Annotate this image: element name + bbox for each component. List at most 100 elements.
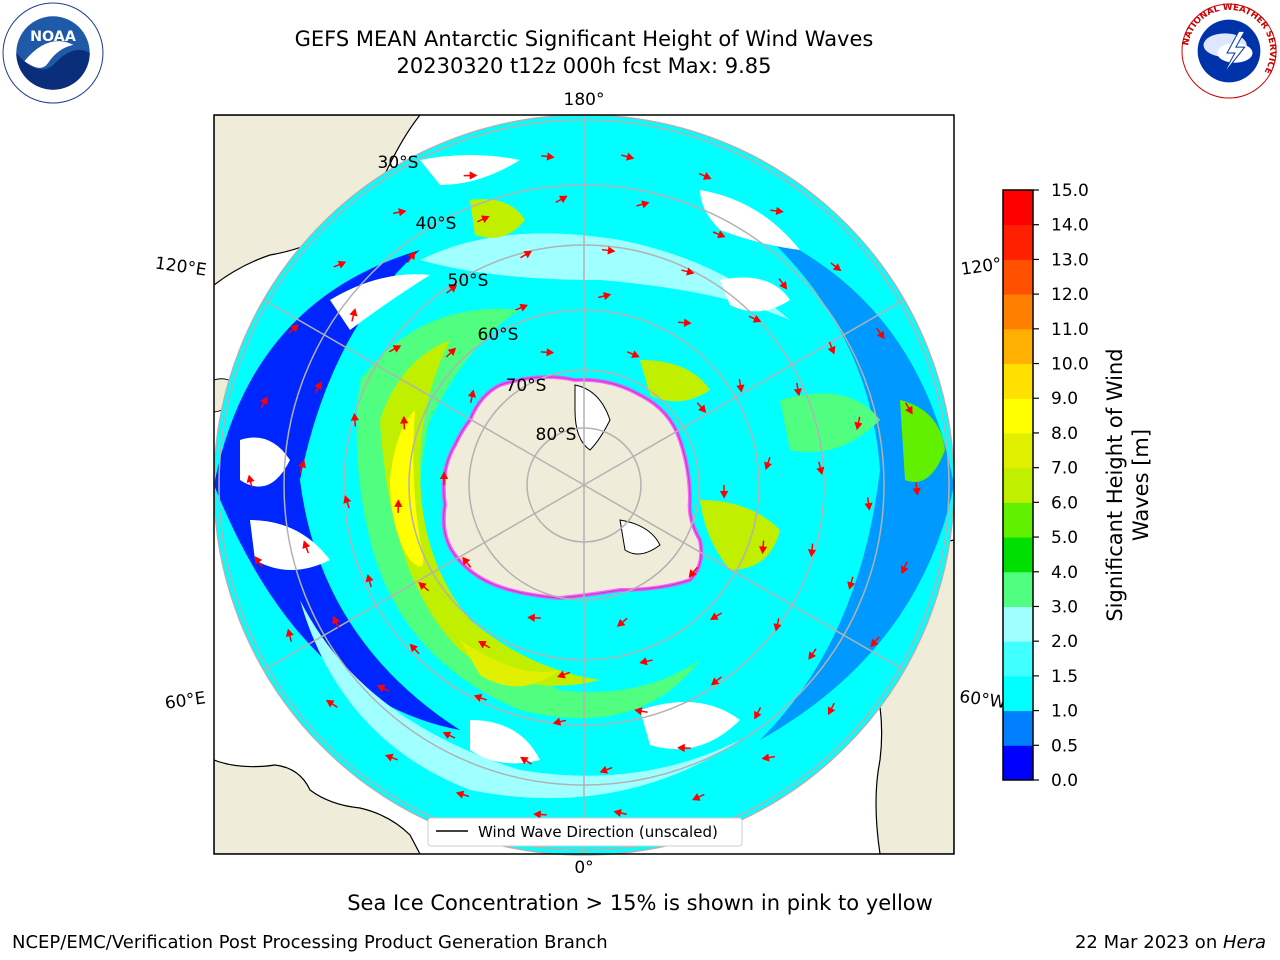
wind-arrow-head [523, 250, 533, 259]
lon-label-60w: 60°W [958, 687, 1007, 713]
wind-arrow-head [602, 292, 612, 301]
colorbar-tick-label: 1.0 [1051, 702, 1078, 722]
wind-arrow-head [343, 495, 352, 504]
wind-arrow-head [773, 623, 782, 632]
wind-arrow-head [599, 765, 609, 774]
colorbar-segment [1003, 571, 1033, 607]
wind-arrow-head [691, 793, 701, 801]
wind-arrow-head [816, 466, 825, 476]
colorbar-segment [1003, 398, 1033, 434]
wind-arrow-head [752, 315, 762, 323]
footer-host: Hera [1222, 932, 1266, 953]
colorbar-label-line2: Waves [m] [1129, 428, 1153, 542]
wind-arrow-head [854, 421, 863, 431]
wind-arrow-head [527, 613, 536, 622]
wind-arrow-head [398, 208, 407, 217]
colorbar-segment [1003, 745, 1033, 781]
colorbar-tick-label: 0.5 [1051, 736, 1078, 756]
colorbar-tick-label: 2.0 [1051, 632, 1078, 652]
wind-arrow-head [439, 471, 449, 480]
colorbar-tick-label: 11.0 [1051, 320, 1089, 340]
wind-arrow-head [447, 347, 457, 356]
wind-arrow-head [365, 574, 374, 583]
wind-arrow-head [677, 743, 685, 753]
wind-arrow-head [302, 540, 311, 549]
lat-label-30s: 30°S [378, 153, 419, 173]
lat-label-40s: 40°S [416, 214, 457, 234]
colorbar-segment [1003, 432, 1033, 469]
wind-arrow-head [641, 200, 650, 209]
wind-arrow-head [384, 753, 394, 762]
wind-arrow-head [392, 345, 402, 353]
lat-label-50s: 50°S [448, 271, 489, 291]
wind-arrow-head [876, 330, 885, 340]
colorbar-tick-label: 1.5 [1051, 667, 1078, 687]
colorbar-tick-label: 14.0 [1051, 216, 1089, 236]
wind-arrow-head [418, 581, 427, 591]
wind-arrow-head [400, 415, 409, 424]
wind-arrow-head [546, 152, 555, 161]
colorbar-segment [1003, 467, 1033, 503]
wind-arrow-head [285, 628, 294, 637]
colorbar-segment [1003, 363, 1033, 399]
map-title: GEFS MEAN Antarctic Significant Height o… [294, 27, 874, 51]
colorbar-tick-label: 8.0 [1051, 424, 1078, 444]
colorbar-segment [1003, 328, 1033, 365]
wind-arrow-head [254, 556, 263, 565]
wind-arrow-head [376, 684, 386, 693]
colorbar-segment [1003, 224, 1033, 260]
colorbar-tick-label: 5.0 [1051, 528, 1078, 548]
graticule [218, 115, 950, 855]
wind-arrow-head [710, 677, 720, 686]
wind-arrow-head [702, 172, 712, 180]
colorbar-segment [1003, 606, 1033, 642]
colorbar-tick-label: 4.0 [1051, 563, 1078, 583]
wind-arrow-head [325, 699, 335, 708]
colorbar-segment [1003, 537, 1033, 573]
colorbar-segment [1003, 641, 1033, 677]
lon-label-0: 0° [574, 858, 593, 878]
map-subtitle: 20230320 t12z 000h fcst Max: 9.85 [396, 54, 772, 78]
wind-arrow-head [314, 381, 322, 390]
wind-arrow-head [827, 345, 836, 355]
lon-label-120e: 120°E [154, 254, 208, 281]
wind-arrow-head [467, 389, 477, 398]
wind-arrow-head [394, 499, 403, 507]
wind-arrow-head [462, 556, 471, 566]
sea-ice-edge [441, 375, 704, 601]
wind-arrow-head [616, 618, 626, 627]
wind-arrow-head [473, 694, 483, 702]
wind-arrow-head [827, 706, 836, 716]
wind-arrow-head [634, 707, 643, 716]
wind-arrow-head [832, 263, 842, 272]
wind-arrow-head [686, 267, 695, 276]
colorbar-segment [1003, 259, 1033, 295]
colorbar-segment [1003, 675, 1033, 712]
map-frame [213, 114, 955, 855]
legend-label: Wind Wave Direction (unscaled) [478, 823, 718, 841]
colorbar-tick-label: 3.0 [1051, 597, 1078, 617]
wind-arrow-head [533, 810, 542, 819]
wind-arrow-head [779, 280, 788, 290]
wind-arrow-head [688, 569, 697, 578]
colorbar-segment [1003, 294, 1033, 330]
wind-arrow-head [626, 152, 635, 161]
wind-arrow-head [558, 195, 568, 204]
wind-arrow-head [557, 670, 566, 679]
colorbar-tick-label: 9.0 [1051, 389, 1078, 409]
colorbar-tick-label: 7.0 [1051, 459, 1078, 479]
wind-arrow-head [337, 260, 347, 269]
colorbar: 0.0 0.5 1.0 1.5 2.0 3.0 4.0 5.0 6.0 7.0 8.0 9.0 10.0… [1002, 181, 1089, 791]
wind-arrow-head [552, 717, 562, 726]
wind-arrow-head [260, 396, 268, 405]
wind-arrow-head [758, 546, 768, 555]
colorbar-tick-label: 15.0 [1051, 181, 1089, 201]
nws-logo: NATIONAL WEATHER SERVICE [1181, 3, 1277, 99]
wind-arrow-head [613, 808, 622, 818]
colorbar-tick-label: 6.0 [1051, 493, 1078, 513]
wind-arrow-head [793, 388, 802, 397]
colorbar-label: Significant Height of Wind Waves [m] [1102, 275, 1154, 695]
wind-arrow-head [442, 731, 452, 740]
colorbar-label-line1: Significant Height of Wind [1103, 348, 1127, 622]
